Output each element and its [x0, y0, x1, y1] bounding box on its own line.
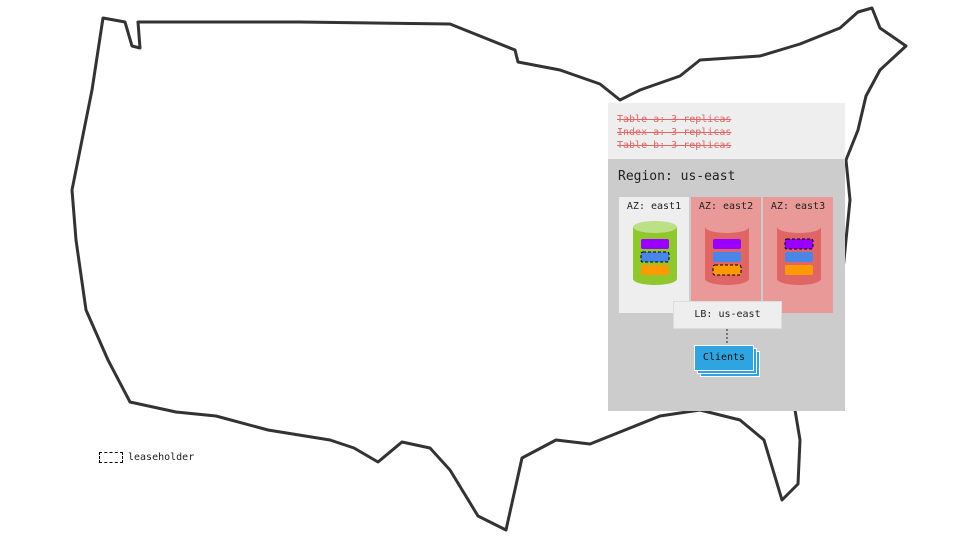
table-item: Table a: 3 replicas [617, 114, 732, 125]
legend-label: leaseholder [128, 452, 195, 463]
range-replica [713, 239, 741, 249]
load-balancer: LB: us-east [673, 301, 782, 329]
clients-box: Clients [694, 345, 754, 371]
legend: leaseholder [99, 452, 194, 463]
leaseholder-swatch [99, 452, 123, 463]
database-icon [777, 221, 821, 285]
tables-list: Table a: 3 replicas Index a: 3 replicas … [608, 103, 845, 159]
table-item: Table b: 3 replicas [617, 140, 732, 151]
database-icon [705, 221, 749, 285]
region-label: Region: us-east [618, 169, 736, 184]
range-replica [712, 264, 742, 276]
region-panel: Table a: 3 replicas Index a: 3 replicas … [608, 103, 845, 411]
az-label: AZ: east2 [698, 201, 754, 212]
range-replica [640, 251, 670, 263]
range-replica [641, 265, 669, 275]
range-replica [785, 265, 813, 275]
az-2: AZ: east2 [691, 197, 761, 313]
connector-line [726, 329, 728, 347]
az-label: AZ: east3 [770, 201, 826, 212]
range-replica [713, 252, 741, 262]
range-replica [784, 238, 814, 250]
az-3: AZ: east3 [763, 197, 833, 313]
range-replica [641, 239, 669, 249]
az-1: AZ: east1 [619, 197, 689, 313]
az-label: AZ: east1 [626, 201, 682, 212]
database-icon [633, 221, 677, 285]
table-item: Index a: 3 replicas [617, 127, 732, 138]
range-replica [785, 252, 813, 262]
